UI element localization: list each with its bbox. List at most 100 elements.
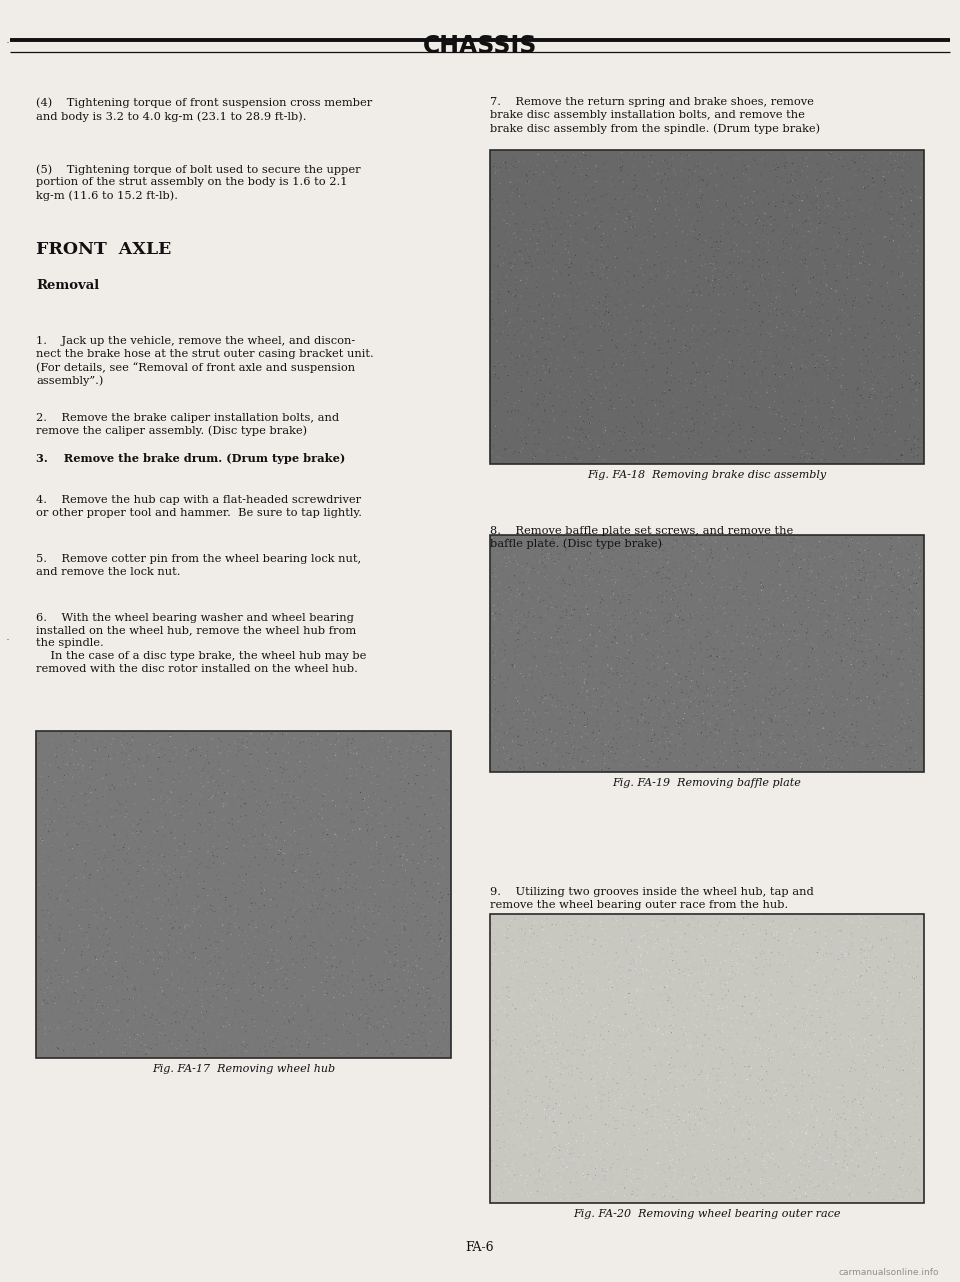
Point — [485, 442, 500, 463]
Point — [811, 182, 827, 203]
Point — [723, 1127, 738, 1147]
Point — [721, 196, 736, 217]
Point — [525, 441, 540, 462]
Point — [591, 944, 607, 964]
Point — [868, 200, 883, 221]
Point — [781, 550, 797, 570]
Point — [489, 418, 504, 438]
Point — [90, 749, 106, 769]
Point — [623, 719, 638, 740]
Point — [673, 728, 688, 749]
Point — [289, 741, 304, 762]
Point — [589, 370, 605, 391]
Point — [603, 164, 618, 185]
Point — [735, 232, 751, 253]
Point — [849, 420, 864, 441]
Point — [522, 977, 538, 997]
Point — [828, 419, 843, 440]
Point — [139, 750, 155, 770]
Point — [154, 738, 169, 759]
Point — [754, 1133, 769, 1154]
Point — [684, 1020, 699, 1041]
Point — [662, 736, 678, 756]
Point — [433, 914, 448, 935]
Point — [884, 209, 900, 229]
Point — [244, 974, 259, 995]
Point — [783, 622, 799, 642]
Point — [635, 417, 650, 437]
Point — [638, 409, 654, 429]
Point — [97, 1005, 112, 1026]
Point — [713, 604, 729, 624]
Point — [165, 918, 180, 938]
Point — [830, 701, 846, 722]
Point — [863, 233, 878, 254]
Point — [407, 904, 422, 924]
Point — [698, 1068, 713, 1088]
Point — [130, 810, 145, 831]
Point — [492, 733, 507, 754]
Point — [681, 985, 696, 1005]
Point — [626, 1136, 641, 1156]
Point — [44, 849, 60, 869]
Point — [397, 912, 413, 932]
Point — [427, 953, 443, 973]
Point — [566, 1085, 582, 1105]
Point — [732, 940, 747, 960]
Point — [250, 808, 265, 828]
Point — [503, 591, 518, 612]
Point — [666, 168, 682, 188]
Point — [271, 994, 286, 1014]
Point — [33, 756, 48, 777]
Point — [248, 740, 263, 760]
Point — [736, 1056, 752, 1077]
Point — [420, 917, 435, 937]
Point — [636, 973, 652, 994]
Point — [538, 918, 553, 938]
Point — [185, 783, 201, 804]
Point — [729, 1067, 744, 1087]
Point — [604, 922, 619, 942]
Point — [861, 427, 876, 447]
Point — [707, 385, 722, 405]
Point — [732, 751, 748, 772]
Point — [794, 191, 809, 212]
Point — [754, 737, 769, 758]
Point — [57, 797, 72, 818]
Point — [130, 910, 145, 931]
Point — [797, 1035, 812, 1055]
Point — [358, 840, 373, 860]
Point — [807, 1154, 823, 1174]
Point — [764, 1053, 780, 1073]
Point — [531, 531, 546, 551]
Point — [344, 906, 359, 927]
Point — [890, 705, 905, 726]
Point — [845, 714, 860, 735]
Point — [617, 1024, 633, 1045]
Point — [521, 1140, 537, 1160]
Point — [619, 728, 635, 749]
Point — [276, 854, 291, 874]
Point — [893, 615, 908, 636]
Point — [851, 614, 866, 635]
Point — [568, 214, 584, 235]
Point — [727, 168, 742, 188]
Point — [163, 823, 179, 844]
Point — [226, 955, 241, 976]
Point — [537, 1004, 552, 1024]
Point — [796, 986, 811, 1006]
Point — [203, 751, 218, 772]
Point — [852, 1133, 867, 1154]
Point — [813, 404, 828, 424]
Point — [573, 1186, 588, 1206]
Point — [252, 958, 268, 978]
Point — [844, 1182, 859, 1203]
Point — [742, 222, 757, 242]
Point — [646, 355, 661, 376]
Point — [701, 660, 716, 681]
Point — [575, 176, 590, 196]
Point — [908, 224, 924, 245]
Point — [876, 935, 892, 955]
Point — [785, 185, 801, 205]
Point — [228, 917, 243, 937]
